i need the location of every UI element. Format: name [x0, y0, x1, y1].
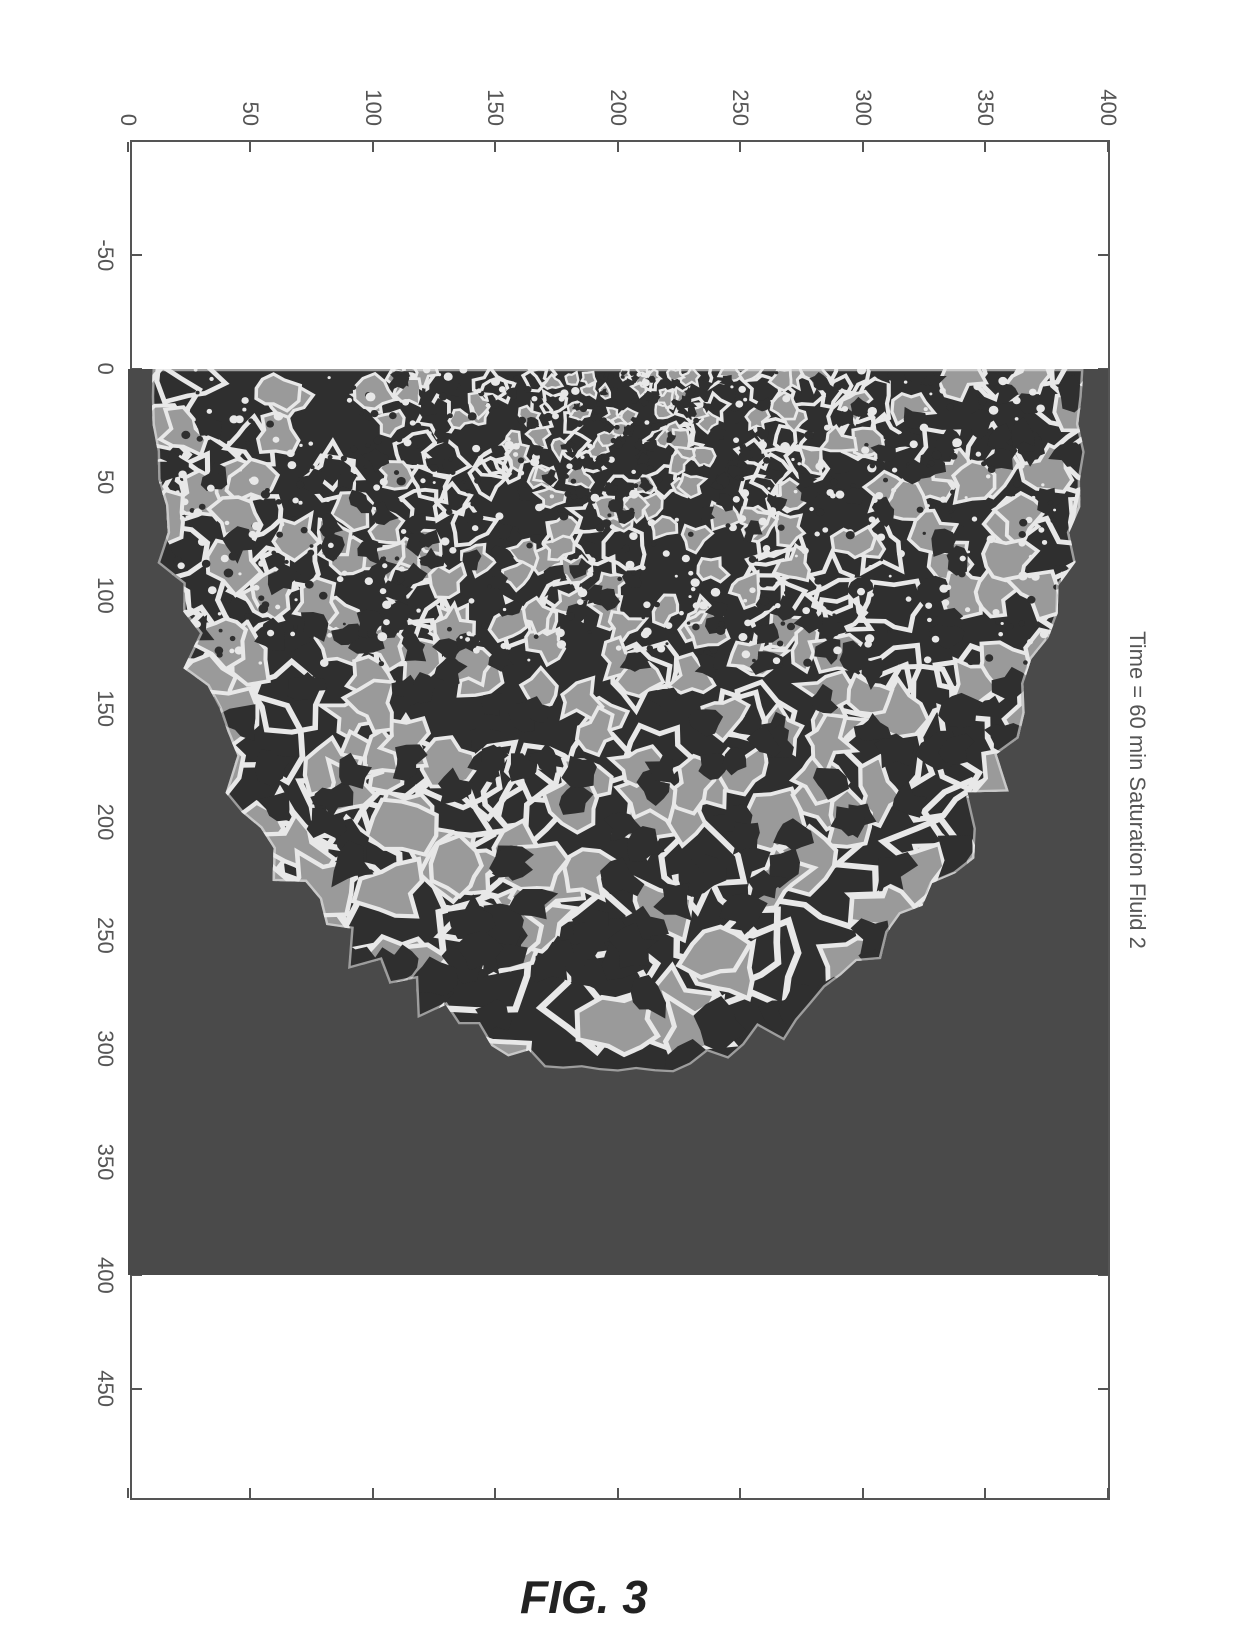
y-tick — [1107, 142, 1109, 152]
y-tick-right — [862, 1488, 864, 1498]
chart-title: Time = 60 min Saturation Fluid 2 — [1124, 40, 1150, 1540]
x-tick-label: 100 — [92, 577, 118, 614]
y-tick-label: 400 — [1095, 89, 1121, 126]
y-tick-label: 300 — [850, 89, 876, 126]
y-tick — [985, 142, 987, 152]
x-tick-label: 300 — [92, 1030, 118, 1067]
y-tick-right — [127, 1488, 129, 1498]
y-tick-label: 350 — [973, 89, 999, 126]
y-tick-label: 200 — [605, 89, 631, 126]
y-tick — [495, 142, 497, 152]
y-tick-label: 50 — [238, 102, 264, 126]
x-tick-top — [1098, 254, 1108, 256]
x-tick — [132, 254, 142, 256]
y-tick-label: 0 — [115, 114, 141, 126]
y-tick-label: 150 — [483, 89, 509, 126]
y-tick — [740, 142, 742, 152]
page: Time = 60 min Saturation Fluid 2 -500501… — [0, 0, 1240, 1646]
x-tick-top — [1098, 1388, 1108, 1390]
y-tick-right — [1107, 1488, 1109, 1498]
x-tick-label: 150 — [92, 690, 118, 727]
figure-caption: FIG. 3 — [520, 1570, 648, 1624]
y-tick — [617, 142, 619, 152]
y-tick — [127, 142, 129, 152]
x-tick-label: 200 — [92, 804, 118, 841]
y-tick-right — [250, 1488, 252, 1498]
y-tick-label: 100 — [360, 89, 386, 126]
y-tick-right — [617, 1488, 619, 1498]
x-tick-label: 350 — [92, 1144, 118, 1181]
y-tick — [862, 142, 864, 152]
x-tick-label: 450 — [92, 1370, 118, 1407]
x-tick-label: 0 — [92, 363, 118, 375]
y-tick-label: 250 — [728, 89, 754, 126]
y-tick — [372, 142, 374, 152]
x-tick — [132, 1388, 142, 1390]
y-tick-right — [985, 1488, 987, 1498]
y-tick-right — [495, 1488, 497, 1498]
y-tick-right — [372, 1488, 374, 1498]
x-tick-label: -50 — [92, 239, 118, 271]
simulation-image — [128, 369, 1108, 1276]
y-tick-right — [740, 1488, 742, 1498]
y-tick — [250, 142, 252, 152]
x-tick-label: 400 — [92, 1257, 118, 1294]
x-tick-label: 250 — [92, 917, 118, 954]
plot-area: -500501001502002503003504004500501001502… — [130, 140, 1110, 1500]
x-tick-label: 50 — [92, 470, 118, 494]
chart-rotated-wrapper: Time = 60 min Saturation Fluid 2 -500501… — [70, 40, 1170, 1540]
